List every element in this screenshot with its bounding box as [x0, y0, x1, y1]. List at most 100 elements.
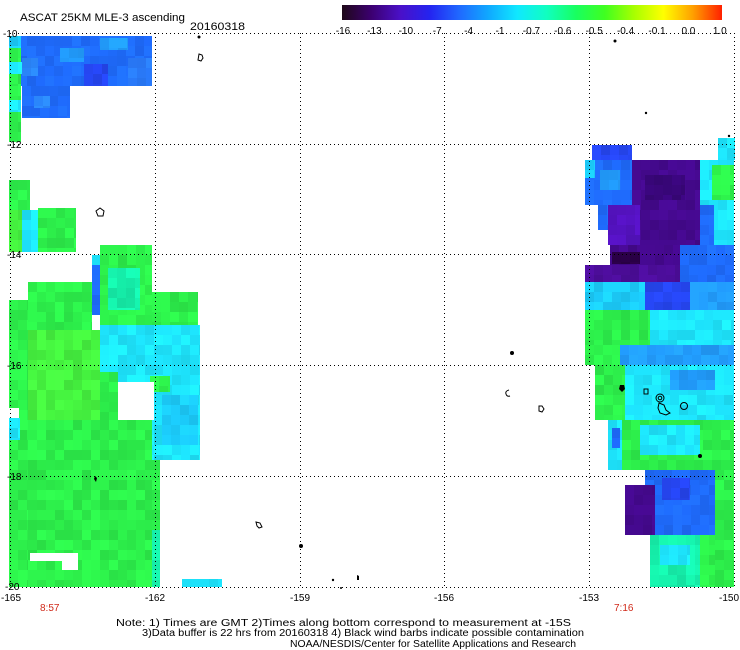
wind-cell [726, 302, 734, 310]
wind-cell [37, 380, 46, 390]
wind-cell [613, 375, 622, 385]
wind-cell [28, 350, 37, 360]
wind-cell [127, 440, 136, 450]
wind-cell [37, 410, 46, 420]
wind-cell [37, 340, 46, 350]
wind-cell [199, 355, 200, 365]
wind-cell [649, 425, 658, 435]
wind-cell [109, 325, 118, 335]
wind-cell [641, 230, 650, 240]
wind-cell [135, 278, 140, 288]
wind-cell [188, 302, 197, 312]
wind-cell [172, 385, 181, 395]
wind-cell [680, 265, 689, 275]
wind-cell [58, 96, 67, 106]
wind-cell [617, 235, 626, 245]
island-outline [299, 544, 303, 548]
wind-cell [91, 500, 100, 510]
wind-cell [712, 165, 721, 175]
wind-cell [659, 220, 668, 230]
wind-cell [136, 345, 145, 355]
wind-cell [675, 275, 680, 282]
wind-cell [724, 540, 733, 550]
wind-cell [695, 330, 704, 340]
wind-cell [635, 225, 640, 235]
wind-cell [603, 330, 612, 340]
wind-cell [100, 480, 109, 490]
wind-cell [715, 520, 724, 530]
note-line: 3)Data buffer is 22 hrs from 20160318 4)… [142, 628, 584, 639]
wind-cell [630, 320, 639, 330]
wind-cell [700, 525, 709, 535]
wind-cell [731, 330, 734, 340]
wind-cell [708, 282, 717, 292]
wind-cell [81, 46, 90, 56]
wind-cell [612, 320, 621, 330]
wind-cell [152, 490, 160, 500]
wind-cell [189, 435, 198, 445]
wind-cell [65, 228, 74, 238]
wind-cell [673, 505, 682, 515]
wind-cell [73, 420, 82, 430]
wind-cell [641, 160, 650, 170]
wind-cell [731, 320, 734, 330]
wind-cell [28, 370, 37, 380]
wind-cell [190, 335, 199, 345]
wind-cell [82, 580, 91, 587]
wind-cell [630, 265, 639, 275]
wind-cell [92, 265, 100, 275]
island-outline [657, 395, 663, 401]
wind-cell [55, 530, 64, 540]
wind-cell [648, 340, 650, 345]
wind-cell [654, 302, 663, 310]
wind-cell [46, 480, 55, 490]
wind-cell [700, 180, 709, 190]
wind-cell [703, 420, 712, 430]
island-outline [197, 53, 204, 62]
wind-cell [694, 445, 700, 455]
wind-cell [724, 405, 733, 415]
wind-cell [163, 445, 172, 455]
wind-cell [109, 355, 118, 365]
wind-cell [643, 515, 652, 525]
wind-cell [18, 36, 27, 46]
wind-cell [73, 312, 82, 322]
wind-cell [190, 445, 199, 455]
wind-cell [664, 255, 673, 265]
wind-cell [209, 579, 218, 587]
wind-cell [18, 510, 27, 520]
wind-cell [617, 225, 626, 235]
wind-cell [9, 460, 18, 470]
wind-cell [136, 530, 145, 540]
wind-cell [82, 312, 91, 322]
colorbar-label: -0.7 [523, 26, 541, 37]
wind-cell [733, 530, 734, 540]
wind-cell [666, 275, 675, 282]
wind-cell [645, 470, 654, 480]
wind-cell [27, 570, 28, 580]
colorbar-label: -7 [433, 26, 442, 37]
wind-cell [594, 275, 603, 282]
wind-cell [709, 505, 715, 515]
wind-cell [81, 56, 90, 66]
wind-cell [46, 490, 55, 500]
wind-cell [190, 375, 199, 385]
wind-cell [685, 425, 694, 435]
wind-cell [695, 180, 700, 190]
wind-cell [607, 205, 608, 215]
wind-cell [100, 560, 109, 570]
wind-cell [18, 76, 27, 86]
wind-cell [152, 322, 161, 326]
wind-cell [670, 370, 679, 380]
wind-cell [9, 132, 18, 142]
lon-tick-label: -159 [290, 593, 310, 604]
wind-cell [73, 380, 82, 390]
wind-cell [709, 485, 715, 495]
wind-cell [709, 205, 714, 215]
wind-cell [626, 235, 635, 245]
wind-cell [655, 245, 664, 255]
wind-cell [600, 180, 609, 190]
wind-cell [172, 375, 181, 385]
wind-cell [613, 395, 622, 405]
wind-cell [90, 46, 99, 56]
